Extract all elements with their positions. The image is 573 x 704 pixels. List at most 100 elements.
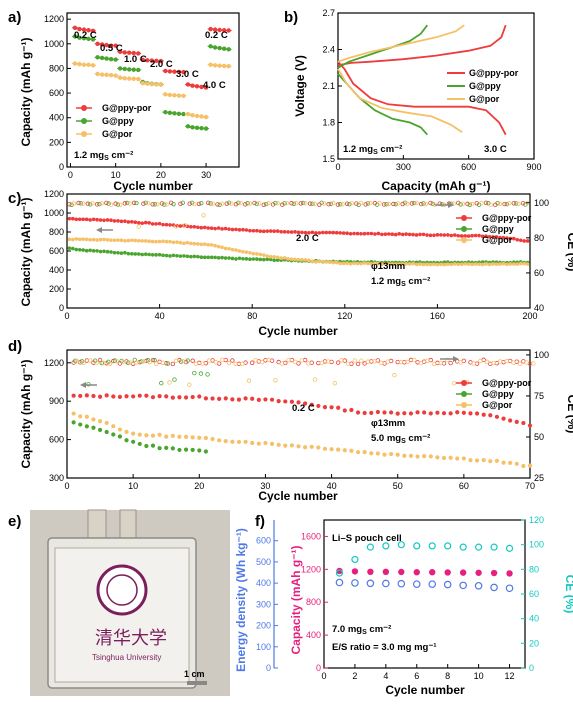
energy-tick-label: 400 bbox=[256, 578, 271, 588]
c-capacity-point bbox=[112, 250, 117, 255]
d-capacity-point bbox=[250, 396, 255, 401]
x-tick-label: 120 bbox=[337, 311, 352, 321]
d-capacity-point bbox=[250, 440, 255, 446]
c-capacity-point bbox=[435, 233, 440, 237]
d-capacity-point bbox=[336, 447, 341, 452]
d-ce-point bbox=[198, 371, 204, 376]
legend-label: G@por bbox=[482, 400, 513, 410]
c-capacity-point bbox=[220, 255, 224, 260]
d-ce-point bbox=[306, 361, 311, 366]
y-tick-label: 800 bbox=[49, 63, 64, 73]
f-energy-point bbox=[443, 580, 452, 589]
x-tick-label: 10 bbox=[111, 170, 121, 180]
a-point bbox=[95, 41, 100, 46]
c-ce-point bbox=[67, 202, 72, 207]
rate-label: 0.2 C bbox=[205, 30, 228, 41]
c-capacity-point bbox=[168, 223, 172, 227]
d-capacity-point bbox=[481, 412, 486, 417]
d-capacity-point bbox=[283, 443, 288, 448]
c-capacity-point bbox=[255, 252, 259, 256]
a-point bbox=[117, 66, 123, 71]
c-capacity-point bbox=[189, 254, 193, 259]
c-capacity-point bbox=[275, 258, 280, 262]
c-capacity-point bbox=[369, 262, 374, 266]
a-point bbox=[221, 63, 227, 69]
c-capacity-point bbox=[393, 262, 398, 267]
c-ce-point bbox=[307, 201, 313, 206]
b-curve bbox=[337, 24, 507, 67]
energy-tick-label: 500 bbox=[256, 557, 271, 567]
c-capacity-point bbox=[116, 250, 120, 255]
panel-d-ylabel2: CE (%) bbox=[565, 395, 573, 434]
d-ce-point bbox=[299, 358, 305, 363]
legend-label: G@ppy bbox=[102, 116, 134, 126]
c-capacity-point bbox=[310, 259, 315, 264]
legend-marker bbox=[81, 131, 87, 137]
panel-d-yticks: 300 600 900 1200 bbox=[44, 358, 71, 483]
c-capacity-point bbox=[136, 252, 141, 256]
a-point bbox=[208, 44, 213, 49]
c-ce-point bbox=[303, 201, 308, 206]
d-capacity-point bbox=[124, 429, 129, 434]
a-point bbox=[203, 126, 209, 131]
c-capacity-point bbox=[102, 218, 106, 223]
c-capacity-point bbox=[498, 262, 502, 266]
c-ce-point bbox=[465, 201, 470, 207]
c-capacity-point bbox=[314, 260, 318, 264]
c-capacity-point bbox=[296, 230, 301, 235]
c-capacity-point bbox=[123, 219, 127, 224]
d-capacity-point bbox=[342, 448, 347, 453]
c-ce-point bbox=[180, 200, 185, 205]
rate-label: 1.0 C bbox=[124, 54, 147, 65]
panel-c-ylabel2: CE (%) bbox=[565, 233, 573, 272]
c-capacity-point bbox=[74, 237, 79, 241]
c-ce-point bbox=[409, 201, 415, 206]
y-tick-label: 1200 bbox=[44, 189, 64, 199]
d-ce-point bbox=[517, 361, 523, 366]
c-capacity-point bbox=[366, 231, 370, 236]
c-ce-point bbox=[99, 201, 104, 206]
c-capacity-point bbox=[498, 235, 502, 240]
c-capacity-point bbox=[449, 262, 454, 267]
left-arrow-head-icon bbox=[80, 382, 86, 388]
c-ce-point bbox=[293, 200, 299, 206]
panel-d-arrows bbox=[80, 356, 459, 388]
d-capacity-point bbox=[124, 438, 129, 443]
a-point bbox=[176, 93, 182, 98]
a-point bbox=[122, 66, 127, 72]
c-capacity-point bbox=[321, 230, 325, 235]
c-capacity-point bbox=[348, 261, 353, 266]
c-capacity-point bbox=[126, 251, 131, 256]
c-ce-point bbox=[412, 200, 417, 206]
x-tick-label: 6 bbox=[414, 671, 419, 681]
d-ce-point bbox=[286, 357, 291, 363]
c-capacity-point bbox=[324, 230, 329, 235]
y2-tick-label: 0 bbox=[529, 663, 534, 673]
c-capacity-point bbox=[466, 262, 471, 266]
d-capacity-point bbox=[131, 439, 136, 444]
y-tick-label: 800 bbox=[306, 597, 321, 607]
panel-b-rate: 3.0 C bbox=[484, 144, 507, 155]
d-capacity-point bbox=[389, 451, 394, 457]
d-ce-point bbox=[292, 359, 298, 365]
panel-b-loading: 1.2 mgS cm⁻² bbox=[343, 144, 402, 156]
y2-tick-label: 40 bbox=[534, 303, 544, 313]
c-ce-point bbox=[414, 200, 419, 206]
x-tick-label: 70 bbox=[525, 481, 535, 491]
a-point bbox=[136, 76, 141, 82]
c-ce-point bbox=[229, 201, 234, 206]
c-capacity-point bbox=[116, 238, 120, 242]
a-point bbox=[163, 92, 168, 97]
d-capacity-point bbox=[256, 441, 261, 446]
a-point bbox=[172, 69, 177, 74]
c-ce-point bbox=[178, 201, 183, 207]
d-capacity-point bbox=[131, 431, 136, 436]
d-ce-point bbox=[339, 358, 344, 363]
c-capacity-point bbox=[338, 261, 342, 266]
scale-bar bbox=[187, 681, 207, 685]
d-capacity-point bbox=[104, 393, 109, 398]
d-capacity-point bbox=[150, 443, 156, 448]
c-capacity-point bbox=[407, 232, 412, 237]
d-capacity-point bbox=[514, 461, 519, 466]
